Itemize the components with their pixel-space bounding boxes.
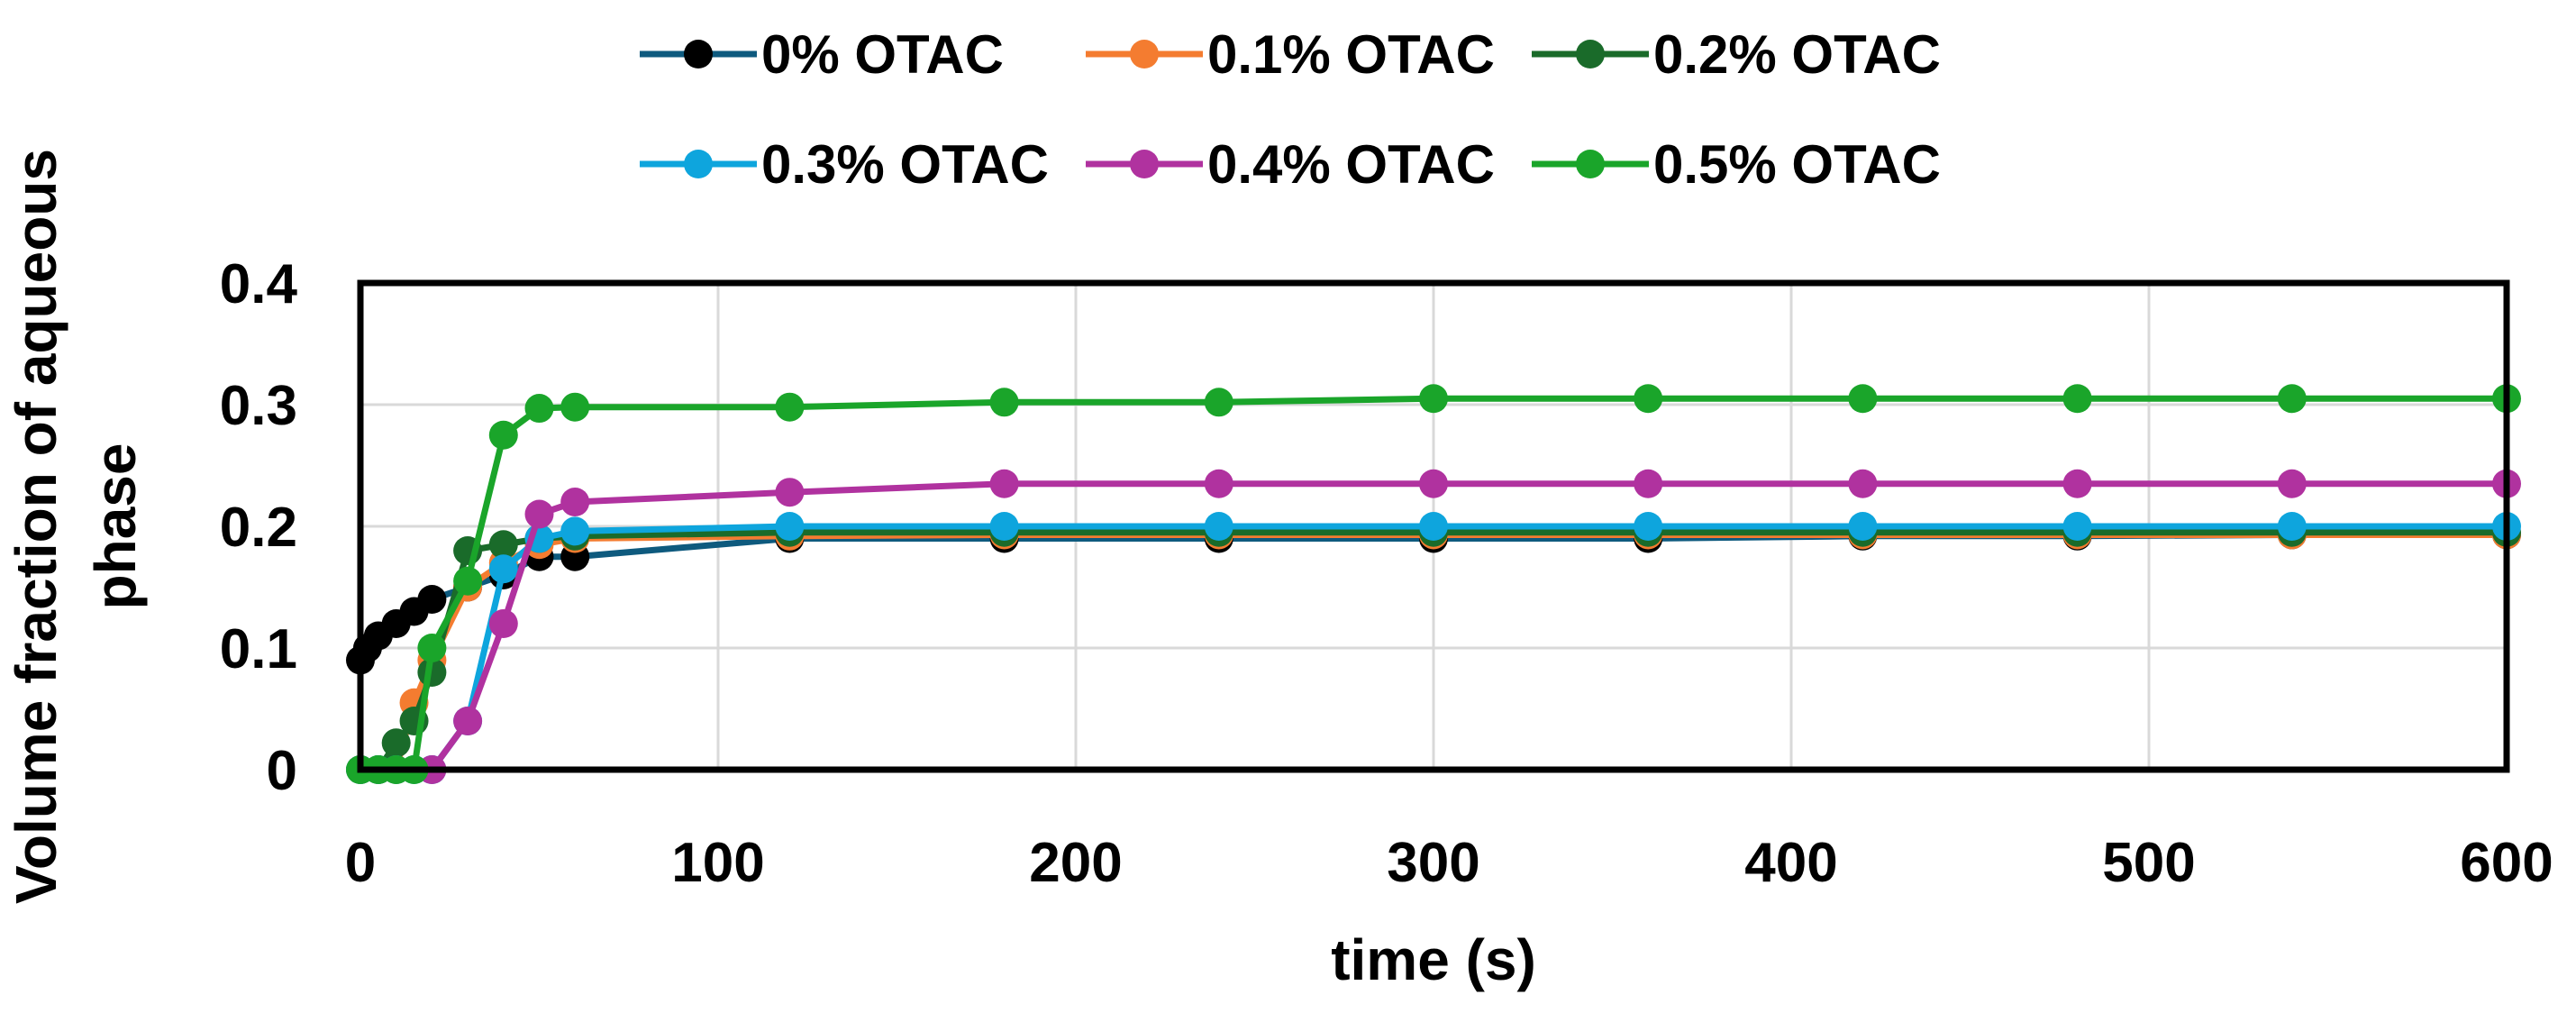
data-point <box>560 392 590 422</box>
legend-marker <box>1130 40 1159 68</box>
x-tick-label: 500 <box>2102 832 2195 894</box>
axis-ticks: 0 100 200 300 400 500 600 0 0.1 0.2 0.3 0.4 <box>220 253 2553 894</box>
x-tick-label: 300 <box>1387 832 1479 894</box>
y-axis-title-line-1: Volume fraction of aqueous <box>4 149 68 904</box>
data-point <box>560 488 590 516</box>
data-point <box>488 554 518 584</box>
series-line <box>429 480 2507 772</box>
data-point <box>488 530 518 560</box>
data-point <box>775 512 805 541</box>
data-point <box>1634 512 1663 541</box>
data-point <box>453 707 483 735</box>
data-point <box>1848 384 1878 414</box>
legend-marker <box>684 150 713 178</box>
x-tick-label: 0 <box>345 832 376 894</box>
data-point <box>1204 388 1233 417</box>
data-point <box>417 634 447 662</box>
data-point <box>2277 384 2307 414</box>
x-tick-label: 600 <box>2460 832 2553 894</box>
legend: 0% OTAC 0.1% OTAC 0.2% OTAC 0.3% OTAC 0.4% O… <box>640 24 1941 195</box>
legend-label: 0.3% OTAC <box>761 134 1049 195</box>
plot-area-frame <box>357 279 2510 773</box>
y-tick-label: 0.3 <box>220 375 297 437</box>
series-0-4-otac <box>417 469 2521 784</box>
legend-label: 0.1% OTAC <box>1207 24 1495 85</box>
y-tick-label: 0.1 <box>220 618 297 680</box>
legend-label: 0.5% OTAC <box>1653 134 1941 195</box>
y-tick-label: 0 <box>267 740 297 802</box>
legend-item: 0.2% OTAC <box>1532 24 1941 85</box>
data-point <box>2062 384 2092 414</box>
data-point <box>989 512 1019 541</box>
data-point <box>453 566 483 596</box>
data-point <box>1848 469 1878 498</box>
data-point <box>1634 384 1663 414</box>
x-tick-label: 100 <box>671 832 764 894</box>
data-point <box>488 420 518 450</box>
data-point <box>2277 512 2307 541</box>
data-point <box>1634 469 1663 498</box>
legend-item: 0.5% OTAC <box>1532 134 1941 195</box>
y-tick-label: 0.2 <box>220 497 297 559</box>
y-axis-title-line-2: phase <box>83 443 148 610</box>
x-axis-title: time (s) <box>1331 927 1536 992</box>
legend-label: 0.2% OTAC <box>1653 24 1941 85</box>
legend-marker <box>684 40 713 68</box>
data-point <box>989 469 1019 498</box>
legend-item: 0.4% OTAC <box>1086 134 1495 195</box>
data-point <box>1419 469 1448 498</box>
data-point <box>524 394 554 424</box>
data-point <box>1419 512 1448 541</box>
legend-item: 0.3% OTAC <box>640 134 1049 195</box>
legend-item: 0% OTAC <box>640 24 1004 85</box>
data-point <box>560 516 590 546</box>
data-point <box>775 392 805 422</box>
data-point <box>417 585 447 614</box>
legend-label: 0.4% OTAC <box>1207 134 1495 195</box>
data-point <box>2277 469 2307 498</box>
data-point <box>1419 384 1448 414</box>
legend-label: 0% OTAC <box>761 24 1004 85</box>
data-point <box>1204 469 1233 498</box>
data-point <box>989 388 1019 417</box>
data-point <box>2062 469 2092 498</box>
data-point <box>381 728 411 758</box>
legend-marker <box>1576 150 1605 178</box>
legend-marker <box>1130 150 1159 178</box>
x-tick-label: 200 <box>1029 832 1122 894</box>
data-point <box>1204 512 1233 541</box>
x-tick-label: 400 <box>1744 832 1837 894</box>
legend-item: 0.1% OTAC <box>1086 24 1495 85</box>
legend-marker <box>1576 40 1605 68</box>
data-point <box>524 499 554 529</box>
data-point <box>775 478 805 507</box>
data-point <box>1848 512 1878 541</box>
data-point <box>2062 512 2092 541</box>
y-tick-label: 0.4 <box>220 253 298 315</box>
data-point <box>488 609 518 638</box>
